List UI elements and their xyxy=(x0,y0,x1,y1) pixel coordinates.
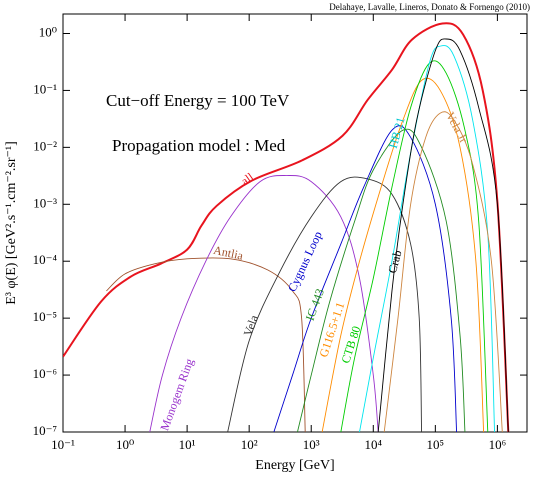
line xyxy=(273,125,458,432)
series-label: IC 443 xyxy=(303,287,327,323)
line xyxy=(297,128,466,432)
x-tick-label: 10⁰ xyxy=(116,437,134,452)
y-tick-label: 10⁻⁵ xyxy=(33,309,57,324)
line xyxy=(383,111,503,432)
line xyxy=(227,176,423,432)
line xyxy=(340,60,489,432)
line xyxy=(321,77,485,432)
series-label: Monogem Ring xyxy=(157,357,196,433)
x-tick-label: 10⁻¹ xyxy=(51,437,75,452)
y-tick-label: 10⁻² xyxy=(33,138,57,153)
series-label: all xyxy=(238,169,256,188)
series-label: Crab xyxy=(385,249,405,275)
plot-frame xyxy=(62,13,528,433)
line xyxy=(377,38,509,432)
x-tick-label: 10³ xyxy=(303,437,320,452)
y-tick-label: 10⁻¹ xyxy=(33,81,57,96)
line xyxy=(106,257,306,432)
annotation: Cut−off Energy = 100 TeV xyxy=(106,91,290,110)
y-tick-label: 10⁻⁷ xyxy=(33,423,57,438)
x-tick-label: 10¹ xyxy=(179,437,196,452)
y-tick-label: 10⁻⁶ xyxy=(33,366,57,381)
series-label: Cygnus Loop xyxy=(285,229,325,294)
line xyxy=(359,45,496,432)
series-label: Vela Jr xyxy=(443,110,471,146)
x-axis-label: Energy [GeV] xyxy=(255,458,334,473)
y-tick-label: 10⁻³ xyxy=(33,195,57,210)
line xyxy=(149,175,379,432)
series-label: Antlia xyxy=(212,243,245,263)
x-tick-label: 10⁶ xyxy=(489,437,507,452)
y-axis-label: E³ φ(E) [GeV².s⁻¹.cm⁻².sr⁻¹] xyxy=(4,141,19,305)
line xyxy=(63,22,510,432)
x-tick-label: 10² xyxy=(241,437,258,452)
x-tick-label: 10⁴ xyxy=(365,437,383,452)
y-tick-label: 10⁻⁴ xyxy=(33,252,58,267)
y-tick-label: 10⁰ xyxy=(39,24,57,39)
curves xyxy=(63,22,510,432)
x-tick-label: 10⁵ xyxy=(427,437,445,452)
annotation: Propagation model : Med xyxy=(112,136,286,155)
credit: Delahaye, Lavalle, Lineros, Donato & For… xyxy=(329,2,530,12)
